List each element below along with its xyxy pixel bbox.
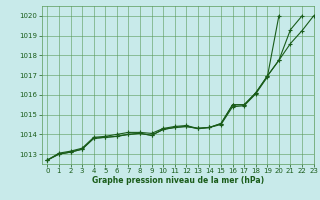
X-axis label: Graphe pression niveau de la mer (hPa): Graphe pression niveau de la mer (hPa) (92, 176, 264, 185)
